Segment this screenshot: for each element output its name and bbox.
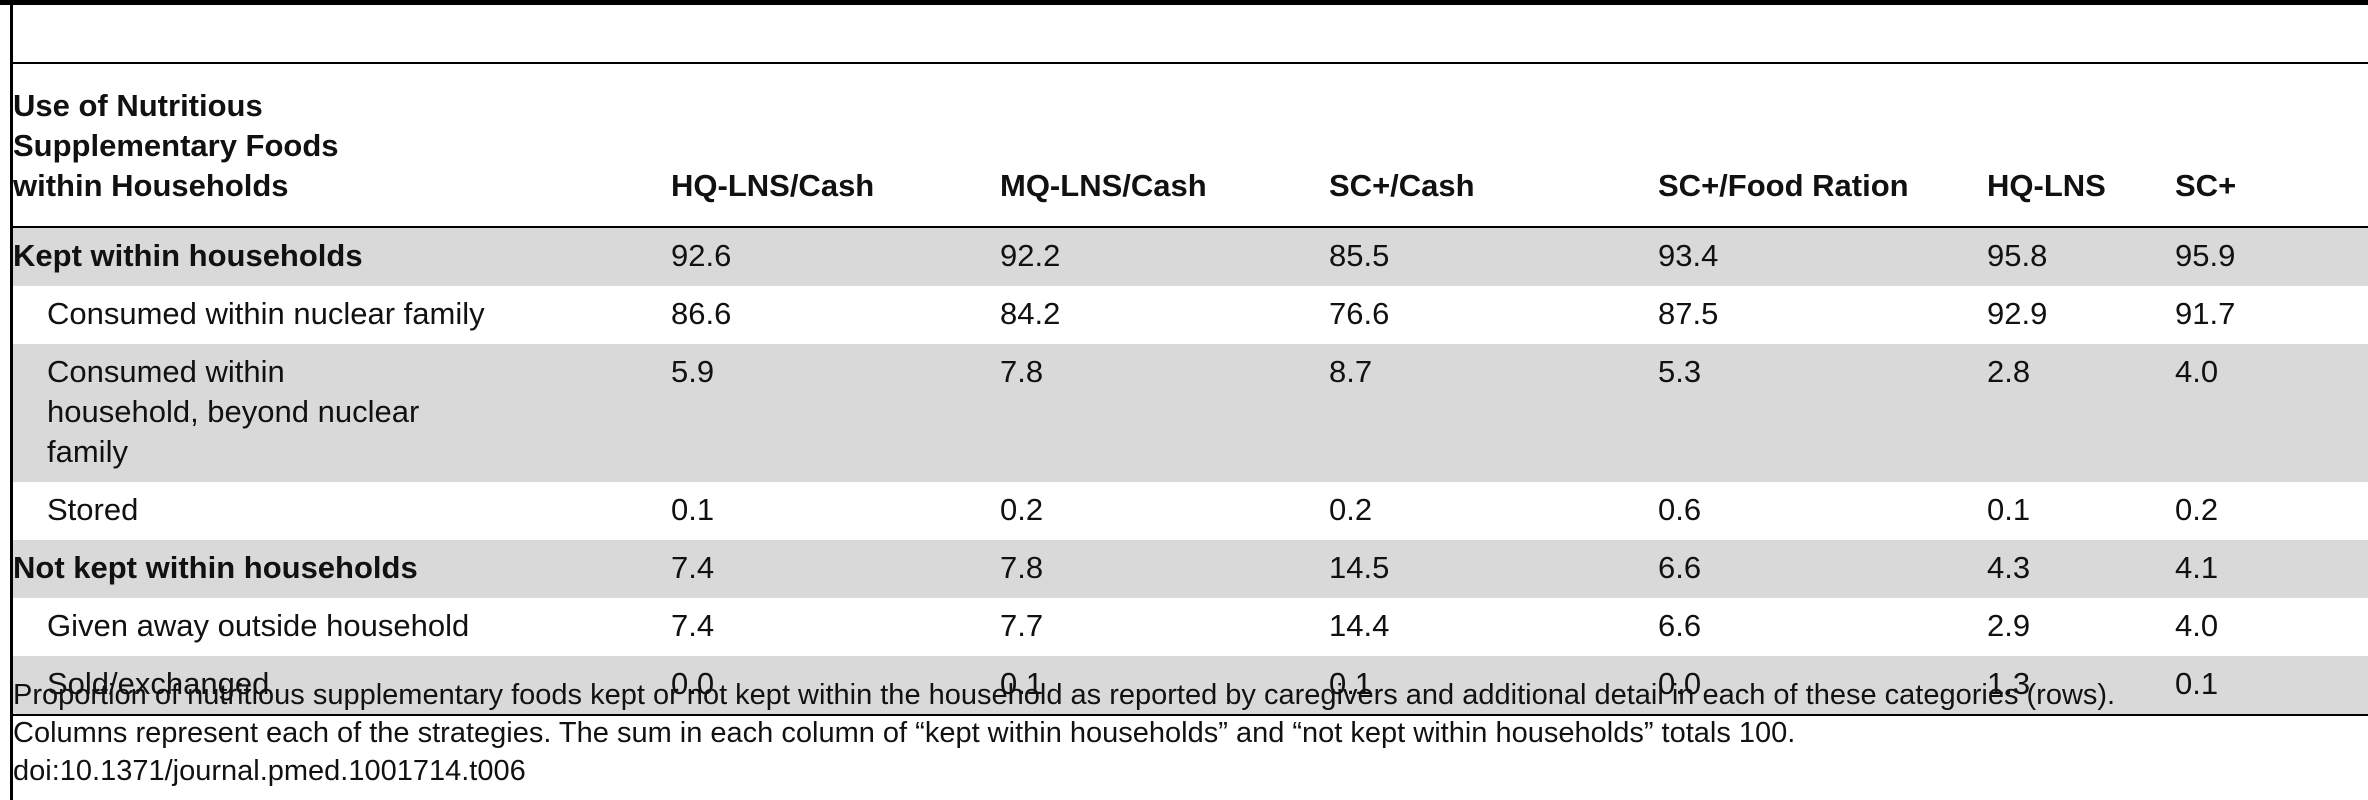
table-row-consumed-nuclear: Consumed within nuclear family 86.6 84.2… — [13, 286, 2368, 344]
table-cell: 0.1 — [1329, 656, 1658, 715]
table-cell: 92.2 — [1000, 227, 1329, 286]
table-cell: 0.1 — [2175, 656, 2368, 715]
table-header: Use of Nutritious Supplementary Foods wi… — [13, 63, 2368, 227]
table-cell: 85.5 — [1329, 227, 1658, 286]
table-row-consumed-beyond: Consumed within household, beyond nuclea… — [13, 344, 2368, 482]
row-label: Not kept within households — [13, 540, 671, 598]
column-header-hq-lns-cash: HQ-LNS/Cash — [671, 168, 875, 203]
table-cell: 93.4 — [1658, 227, 1987, 286]
column-header-sc: SC+ — [2175, 168, 2237, 203]
table-cell: 4.1 — [2175, 540, 2368, 598]
footnote-line-1: Proportion of nutritious supplementary f… — [13, 679, 2116, 711]
table-cell: 0.0 — [1658, 656, 1987, 715]
row-label: Consumed within nuclear family — [47, 296, 485, 331]
table-cell: 14.5 — [1329, 540, 1658, 598]
table-cell: 7.4 — [671, 540, 1000, 598]
table-cell: 95.8 — [1987, 227, 2175, 286]
table-body: Kept within households 92.6 92.2 85.5 93… — [13, 227, 2368, 715]
table-cell: 1.3 — [1987, 656, 2175, 715]
table-row-given-away: Given away outside household 7.4 7.7 14.… — [13, 598, 2368, 656]
column-header-hq-lns: HQ-LNS — [1987, 168, 2106, 203]
table-cell: 14.4 — [1329, 608, 1390, 643]
table-cell: 4.0 — [2175, 608, 2219, 643]
row-label: Sold/exchanged — [13, 656, 671, 715]
column-header-use: Use of Nutritious Supplementary Foods wi… — [13, 88, 339, 203]
row-label: Stored — [47, 492, 139, 527]
table-cell: 6.6 — [1658, 608, 1702, 643]
table-cell: 8.7 — [1329, 344, 1658, 482]
footnote-doi: doi:10.1371/journal.pmed.1001714.t006 — [13, 755, 526, 787]
left-rule — [10, 0, 13, 800]
table-row-not-kept: Not kept within households 7.4 7.8 14.5 … — [13, 540, 2368, 598]
table-cell: 92.9 — [1987, 296, 2048, 331]
table-cell: 0.2 — [2175, 492, 2219, 527]
data-table-container: Use of Nutritious Supplementary Foods wi… — [13, 62, 2368, 716]
table-row-kept: Kept within households 92.6 92.2 85.5 93… — [13, 227, 2368, 286]
table-cell: 5.3 — [1658, 344, 1987, 482]
table-cell: 4.0 — [2175, 344, 2368, 482]
table-cell: 5.9 — [671, 344, 1000, 482]
table-cell: 7.4 — [671, 608, 715, 643]
table-cell: 91.7 — [2175, 296, 2236, 331]
table-cell: 86.6 — [671, 296, 732, 331]
table-cell: 0.1 — [1987, 492, 2031, 527]
data-table: Use of Nutritious Supplementary Foods wi… — [13, 62, 2368, 716]
table-cell: 0.2 — [1329, 492, 1373, 527]
table-cell: 95.9 — [2175, 227, 2368, 286]
row-label: Kept within households — [13, 227, 671, 286]
table-cell: 84.2 — [1000, 296, 1061, 331]
column-header-sc-food-ration: SC+/Food Ration — [1658, 168, 1909, 203]
table-cell: 2.8 — [1987, 344, 2175, 482]
table-cell: 0.1 — [671, 492, 715, 527]
table-cell: 0.1 — [1000, 656, 1329, 715]
table-cell: 7.7 — [1000, 608, 1044, 643]
column-header-mq-lns-cash: MQ-LNS/Cash — [1000, 168, 1207, 203]
table-footnote: Proportion of nutritious supplementary f… — [13, 676, 2368, 790]
table-cell: 87.5 — [1658, 296, 1719, 331]
table-cell: 92.6 — [671, 227, 1000, 286]
column-header-sc-cash: SC+/Cash — [1329, 168, 1475, 203]
table-cell: 4.3 — [1987, 540, 2175, 598]
table-cell: 6.6 — [1658, 540, 1987, 598]
footnote-line-2: Columns represent each of the strategies… — [13, 717, 1796, 749]
table-cell: 7.8 — [1000, 344, 1329, 482]
table-cell: 0.2 — [1000, 492, 1044, 527]
table-cell: 2.9 — [1987, 608, 2031, 643]
row-label: Given away outside household — [47, 608, 470, 643]
table-row-stored: Stored 0.1 0.2 0.2 0.6 0.1 0.2 — [13, 482, 2368, 540]
table-cell: 0.6 — [1658, 492, 1702, 527]
header-row: Use of Nutritious Supplementary Foods wi… — [13, 63, 2368, 227]
top-rule — [0, 0, 2368, 5]
row-label: Consumed within household, beyond nuclea… — [13, 344, 671, 482]
table-row-sold: Sold/exchanged 0.0 0.1 0.1 0.0 1.3 0.1 — [13, 656, 2368, 715]
table-cell: 0.0 — [671, 656, 1000, 715]
table-cell: 76.6 — [1329, 296, 1390, 331]
table-cell: 7.8 — [1000, 540, 1329, 598]
